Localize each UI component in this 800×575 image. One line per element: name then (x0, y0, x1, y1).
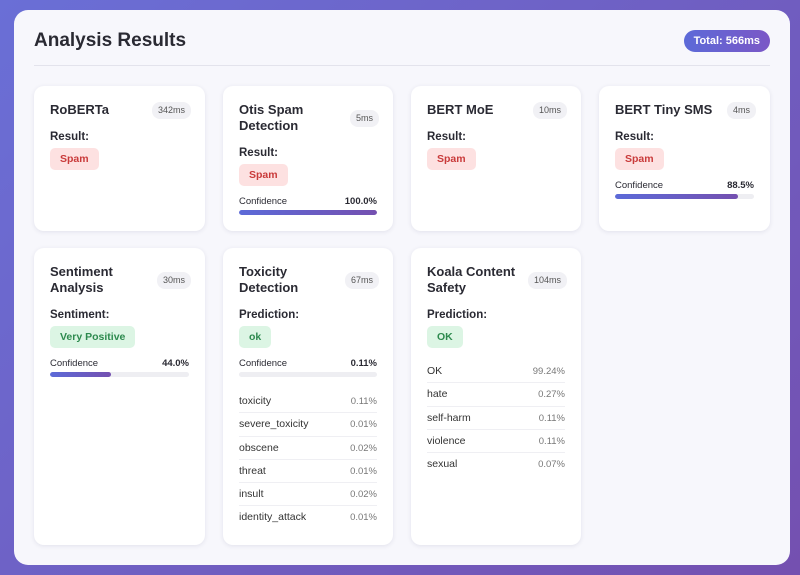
result-label: Prediction: (427, 309, 488, 321)
result-label: Result: (615, 131, 654, 143)
confidence-bar-fill (50, 372, 112, 377)
model-card-koala-safety: Koala Content Safety 104ms Prediction: O… (411, 248, 581, 545)
page-title: Analysis Results (34, 30, 187, 51)
model-time-badge: 67ms (344, 272, 379, 289)
model-time-badge: 5ms (349, 110, 379, 127)
confidence-row: Confidence 88.5% (615, 180, 754, 192)
confidence-label: Confidence (50, 358, 99, 369)
confidence-value: 44.0% (162, 358, 189, 369)
score-value: 99.24% (532, 366, 565, 377)
confidence-bar-fill (615, 194, 738, 199)
confidence-value: 0.11% (350, 358, 377, 369)
result-badge: Spam (50, 148, 99, 170)
score-value: 0.01% (350, 512, 377, 524)
score-value: 0.11% (538, 435, 565, 447)
score-value: 0.27% (538, 389, 565, 401)
score-label: toxicity (239, 395, 272, 407)
model-card-sentiment: Sentiment Analysis 30ms Sentiment: Very … (34, 248, 205, 545)
confidence-value: 100.0% (344, 196, 377, 207)
score-label: self-harm (427, 411, 471, 424)
score-row: hate 0.27% (427, 383, 565, 407)
model-card-roberta: RoBERTa 342ms Result: Spam (34, 86, 205, 231)
score-value: 0.02% (350, 489, 377, 501)
score-label: severe_toxicity (239, 418, 309, 431)
score-label: obscene (239, 441, 279, 454)
score-row: OK 99.24% (427, 360, 565, 384)
model-time-badge: 104ms (527, 272, 567, 289)
model-time-badge: 342ms (151, 102, 191, 119)
score-row: threat 0.01% (239, 460, 377, 484)
score-value: 0.11% (538, 412, 565, 424)
score-label: insult (239, 488, 264, 501)
model-time-badge: 4ms (726, 102, 756, 119)
score-value: 0.01% (350, 465, 377, 477)
model-time-badge: 10ms (532, 102, 567, 119)
model-card-bert-tiny-sms: BERT Tiny SMS 4ms Result: Spam Confidenc… (599, 86, 770, 231)
score-row: self-harm 0.11% (427, 407, 565, 430)
score-row: severe_toxicity 0.01% (239, 413, 377, 437)
score-row: sexual 0.07% (427, 453, 565, 476)
score-row: violence 0.11% (427, 430, 565, 454)
model-card-toxicity: Toxicity Detection 67ms Prediction: ok C… (223, 248, 393, 545)
model-name: Toxicity Detection (239, 264, 299, 295)
model-name: Sentiment Analysis (50, 264, 113, 295)
results-panel: Analysis Results Total: 566ms RoBERTa 34… (14, 10, 790, 565)
confidence-label: Confidence (615, 180, 664, 191)
confidence-bar (615, 194, 754, 199)
confidence-row: Confidence 100.0% (239, 196, 377, 208)
result-label: Result: (239, 147, 278, 159)
score-label: sexual (427, 458, 458, 471)
results-header: Analysis Results Total: 566ms (34, 28, 770, 66)
score-label: hate (427, 388, 448, 401)
score-value: 0.07% (538, 459, 565, 471)
confidence-bar (50, 372, 189, 377)
result-label: Result: (427, 131, 466, 143)
score-row: obscene 0.02% (239, 437, 377, 460)
result-badge: Spam (427, 148, 476, 170)
model-name: BERT MoE (427, 102, 494, 117)
result-label: Prediction: (239, 309, 300, 321)
result-label: Sentiment: (50, 309, 110, 321)
model-card-bert-moe: BERT MoE 10ms Result: Spam (411, 86, 581, 231)
confidence-bar (239, 372, 377, 377)
model-time-badge: 30ms (156, 272, 191, 289)
score-label: violence (427, 434, 466, 447)
model-card-otis-spam: Otis Spam Detection 5ms Result: Spam Con… (223, 86, 393, 231)
score-row: toxicity 0.11% (239, 390, 377, 414)
result-badge: OK (427, 326, 463, 348)
result-badge: Spam (239, 164, 288, 186)
confidence-label: Confidence (239, 196, 288, 207)
model-name: Koala Content Safety (427, 264, 516, 295)
score-list: OK 99.24% hate 0.27% self-harm 0.11% violen… (427, 360, 565, 476)
score-label: OK (427, 365, 443, 377)
confidence-bar-fill (239, 210, 377, 215)
score-row: insult 0.02% (239, 483, 377, 507)
result-label: Result: (50, 131, 89, 143)
model-name: Otis Spam Detection (239, 102, 304, 133)
score-label: threat (239, 464, 266, 477)
model-name: BERT Tiny SMS (615, 102, 713, 117)
result-badge: ok (239, 326, 272, 348)
result-badge: Spam (615, 148, 664, 170)
confidence-bar (239, 210, 377, 215)
score-label: identity_attack (239, 511, 307, 524)
score-row: identity_attack 0.01% (239, 506, 377, 529)
score-list: toxicity 0.11% severe_toxicity 0.01% obsce… (239, 390, 377, 530)
confidence-row: Confidence 0.11% (239, 358, 377, 370)
confidence-label: Confidence (239, 358, 288, 369)
score-value: 0.02% (350, 442, 377, 454)
score-value: 0.11% (350, 396, 377, 407)
confidence-value: 88.5% (727, 180, 754, 191)
result-badge: Very Positive (50, 326, 136, 348)
total-time-badge: Total: 566ms (683, 30, 770, 52)
model-name: RoBERTa (50, 102, 109, 117)
confidence-row: Confidence 44.0% (50, 358, 189, 370)
score-value: 0.01% (350, 419, 377, 431)
